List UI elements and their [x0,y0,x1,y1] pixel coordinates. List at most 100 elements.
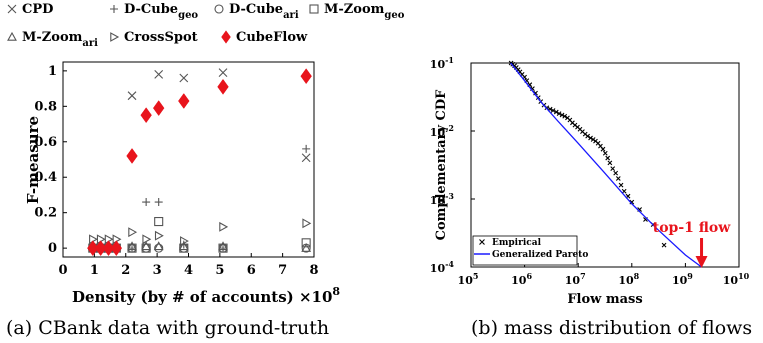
legend-a-marker-x [7,4,17,14]
top1-flow-arrow-head [695,256,708,268]
tick-base: 10 [618,274,634,287]
legend-a-marker-circle [214,4,224,14]
point-a-diamond [94,240,107,257]
x-axis-label-a: Density (by # of accounts) ×108 [72,285,340,306]
caption-b: (b) mass distribution of flows [471,317,752,339]
x-axis-label-b: Flow mass [567,292,642,307]
point-a-plus [142,198,151,207]
legend-a-name: D-Cube [229,2,283,17]
point-a-x [127,91,137,101]
point-a-diamond [87,240,99,257]
legend-a-name: CrossSpot [124,30,198,45]
legend-a-sub: ari [82,38,98,49]
y-tick-label-a: 0.6 [34,135,57,150]
x-tick-label-a: 5 [215,263,224,278]
legend-a-label: CrossSpot [124,30,198,45]
legend-a-name: M-Zoom [22,30,83,45]
legend-a-sub: ari [283,10,299,21]
point-a-diamond [140,107,152,124]
point-b-empirical [550,108,556,113]
point-a-diamond [126,148,138,164]
tick-base: 10 [511,274,527,287]
legend-a-label: D-Cubeari [229,2,299,21]
y-tick-label-b: 10-4 [430,259,455,275]
x-tick-label-a: 6 [247,263,256,278]
point-a-diamond [217,78,229,95]
y-axis-label-b: Complementary CDF [434,89,449,241]
point-a-triangle-up [218,241,228,251]
legend-b-marker-x [479,239,485,245]
point-a-x [301,153,311,163]
legend-b-box [472,235,578,266]
x-tick-label-a: 0 [58,263,67,278]
legend-b-label: Empirical [492,238,542,248]
y-tick-label-a: 0.8 [34,99,57,114]
point-b-empirical [615,176,621,181]
legend-a-label: CPD [22,2,53,17]
point-a-triangle-right [302,218,312,229]
point-b-empirical [607,160,613,166]
point-a-square [141,243,151,253]
tick-exp: 10 [738,271,750,281]
tick-base: 10 [430,126,446,139]
point-b-empirical [562,113,568,119]
y-tick-label-a: 0.2 [34,206,57,221]
tick-base: 10 [430,262,446,275]
point-a-diamond [110,240,123,257]
point-a-x [179,73,189,83]
point-a-square [127,243,137,253]
tick-base: 10 [672,274,688,287]
tick-exp: -4 [445,259,454,269]
tick-exp: 5 [473,271,479,281]
point-a-triangle-up [301,243,312,252]
legend-a-marker-square [309,4,319,14]
x-tick-label-a: 4 [184,263,193,278]
y-tick-label-a: 1 [48,64,57,79]
point-b-empirical [588,135,593,141]
legend-a-name: CubeFlow [236,30,308,45]
point-b-empirical [553,109,559,115]
tick-base: 10 [458,274,474,287]
point-b-empirical [618,182,624,188]
tick-exp: 9 [687,271,693,281]
tick-exp: 8 [634,271,640,281]
top1-flow-label: top-1 flow [653,220,732,236]
point-a-square [218,243,228,253]
point-b-empirical [559,112,565,118]
legend-a-marker-triangle-up [7,31,17,41]
legend-a-marker-triangle-right [110,32,120,42]
point-a-square [301,238,311,248]
tick-base: 10 [430,194,446,207]
point-a-plus [154,198,163,207]
y-tick-label-a: 0 [48,241,57,256]
point-a-triangle-right [219,221,229,232]
point-a-plus [302,144,311,153]
legend-a-marker-diamond [221,30,231,44]
y-tick-label-b: 10-1 [430,55,454,71]
point-a-triangle-up [141,241,152,251]
plot-area-b [470,62,740,268]
point-a-x [218,68,228,78]
caption-a: (a) CBank data with ground-truth [6,317,329,339]
x-tick-label-b: 108 [618,271,639,287]
legend-a-name: M-Zoom [324,2,385,17]
point-a-x [154,70,164,79]
x-tick-label-a: 8 [309,263,318,278]
legend-a-sub: geo [384,10,404,21]
point-a-triangle-right [142,234,152,245]
tick-exp: -2 [445,123,454,133]
tick-exp: -3 [445,191,454,201]
point-a-triangle-up [127,241,137,251]
point-b-empirical [613,170,619,176]
legend-a-label: D-Cubegeo [124,2,198,21]
legend-a-name: D-Cube [124,2,178,17]
y-tick-label-b: 10-2 [430,123,454,139]
series-line-pareto [510,62,702,268]
tick-exp: 7 [580,271,586,281]
y-tick-label-b: 10-3 [430,191,455,207]
point-a-triangle-up [153,241,164,251]
